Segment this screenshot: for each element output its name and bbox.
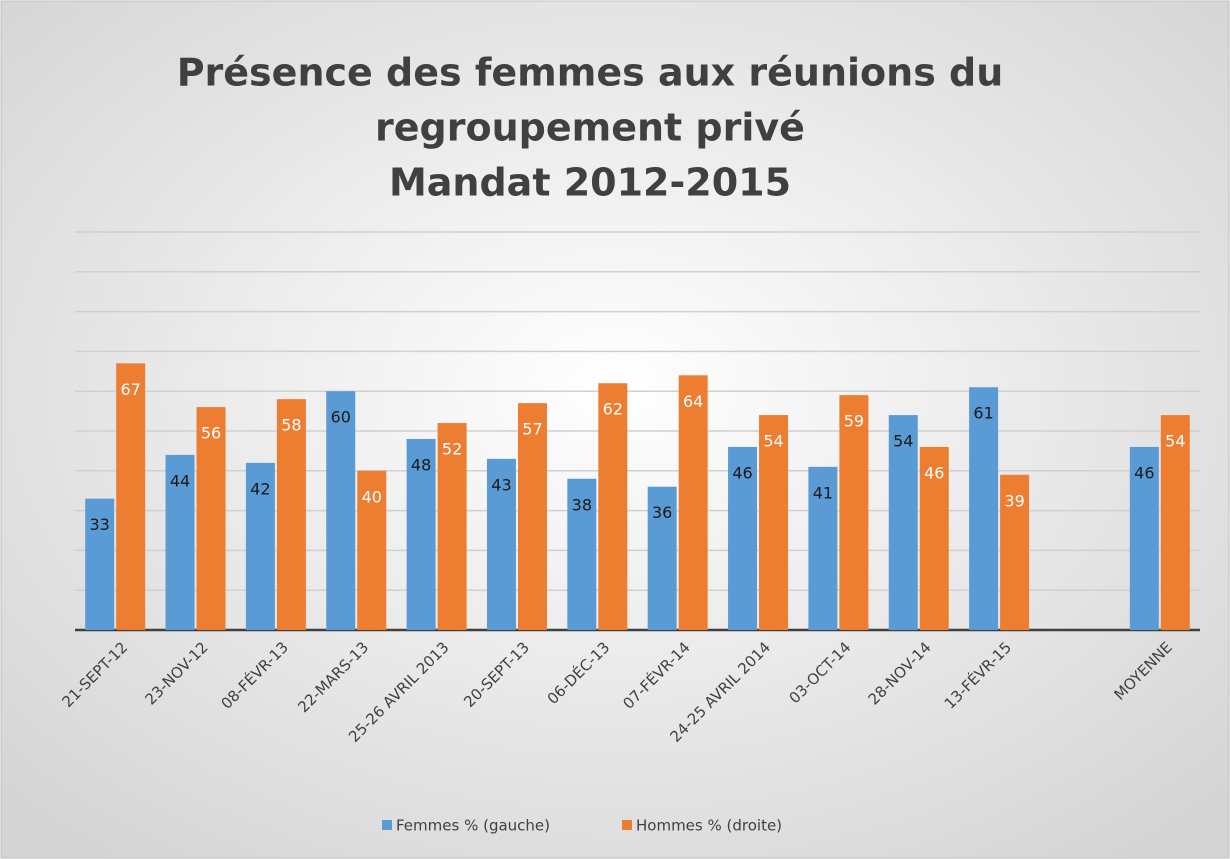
bar xyxy=(406,438,436,630)
data-label: 58 xyxy=(281,416,301,435)
bar xyxy=(245,462,275,630)
bar xyxy=(647,486,677,630)
bar xyxy=(437,423,467,630)
data-label: 67 xyxy=(120,380,140,399)
data-label: 54 xyxy=(893,432,913,451)
legend-label: Femmes % (gauche) xyxy=(396,817,550,835)
data-label: 57 xyxy=(522,420,542,439)
data-label: 42 xyxy=(250,479,270,498)
bar xyxy=(888,415,918,630)
data-label: 44 xyxy=(170,471,190,490)
bar xyxy=(1000,474,1030,630)
data-label: 52 xyxy=(442,440,462,459)
data-label: 39 xyxy=(1004,491,1024,510)
data-label: 60 xyxy=(331,408,351,427)
data-label: 38 xyxy=(572,495,592,514)
data-label: 59 xyxy=(844,412,864,431)
data-label: 43 xyxy=(491,475,511,494)
bar xyxy=(165,454,195,630)
bar xyxy=(1129,446,1159,630)
bar xyxy=(598,383,628,630)
data-label: 36 xyxy=(652,503,672,522)
data-label: 46 xyxy=(1134,463,1154,482)
bar xyxy=(678,375,708,630)
bar xyxy=(567,478,597,630)
bar xyxy=(759,415,789,630)
bar xyxy=(919,446,949,630)
bar xyxy=(1160,415,1190,630)
bar xyxy=(486,458,516,630)
data-label: 33 xyxy=(89,515,109,534)
bar xyxy=(276,399,306,630)
bar xyxy=(808,466,838,630)
data-label: 48 xyxy=(411,455,431,474)
data-label: 54 xyxy=(763,432,783,451)
data-label: 46 xyxy=(732,463,752,482)
data-label: 62 xyxy=(603,400,623,419)
legend-swatch xyxy=(382,820,392,830)
data-label: 64 xyxy=(683,392,703,411)
bar xyxy=(116,363,146,630)
legend-label: Hommes % (droite) xyxy=(636,817,782,835)
data-label: 41 xyxy=(813,483,833,502)
chart-title-line: Présence des femmes aux réunions du xyxy=(177,51,1004,95)
bar xyxy=(357,470,387,630)
bar xyxy=(728,446,758,630)
legend-swatch xyxy=(622,820,632,830)
data-label: 56 xyxy=(201,424,221,443)
data-label: 61 xyxy=(973,404,993,423)
data-label: 40 xyxy=(362,487,382,506)
data-label: 46 xyxy=(924,463,944,482)
bar xyxy=(326,391,356,630)
bar xyxy=(517,403,547,630)
bar xyxy=(839,395,869,630)
data-label: 54 xyxy=(1165,432,1185,451)
bar xyxy=(969,387,999,630)
bar xyxy=(196,407,226,630)
bar xyxy=(85,498,115,630)
chart-title-line: regroupement privé xyxy=(375,106,805,150)
chart-title-line: Mandat 2012-2015 xyxy=(389,161,791,205)
